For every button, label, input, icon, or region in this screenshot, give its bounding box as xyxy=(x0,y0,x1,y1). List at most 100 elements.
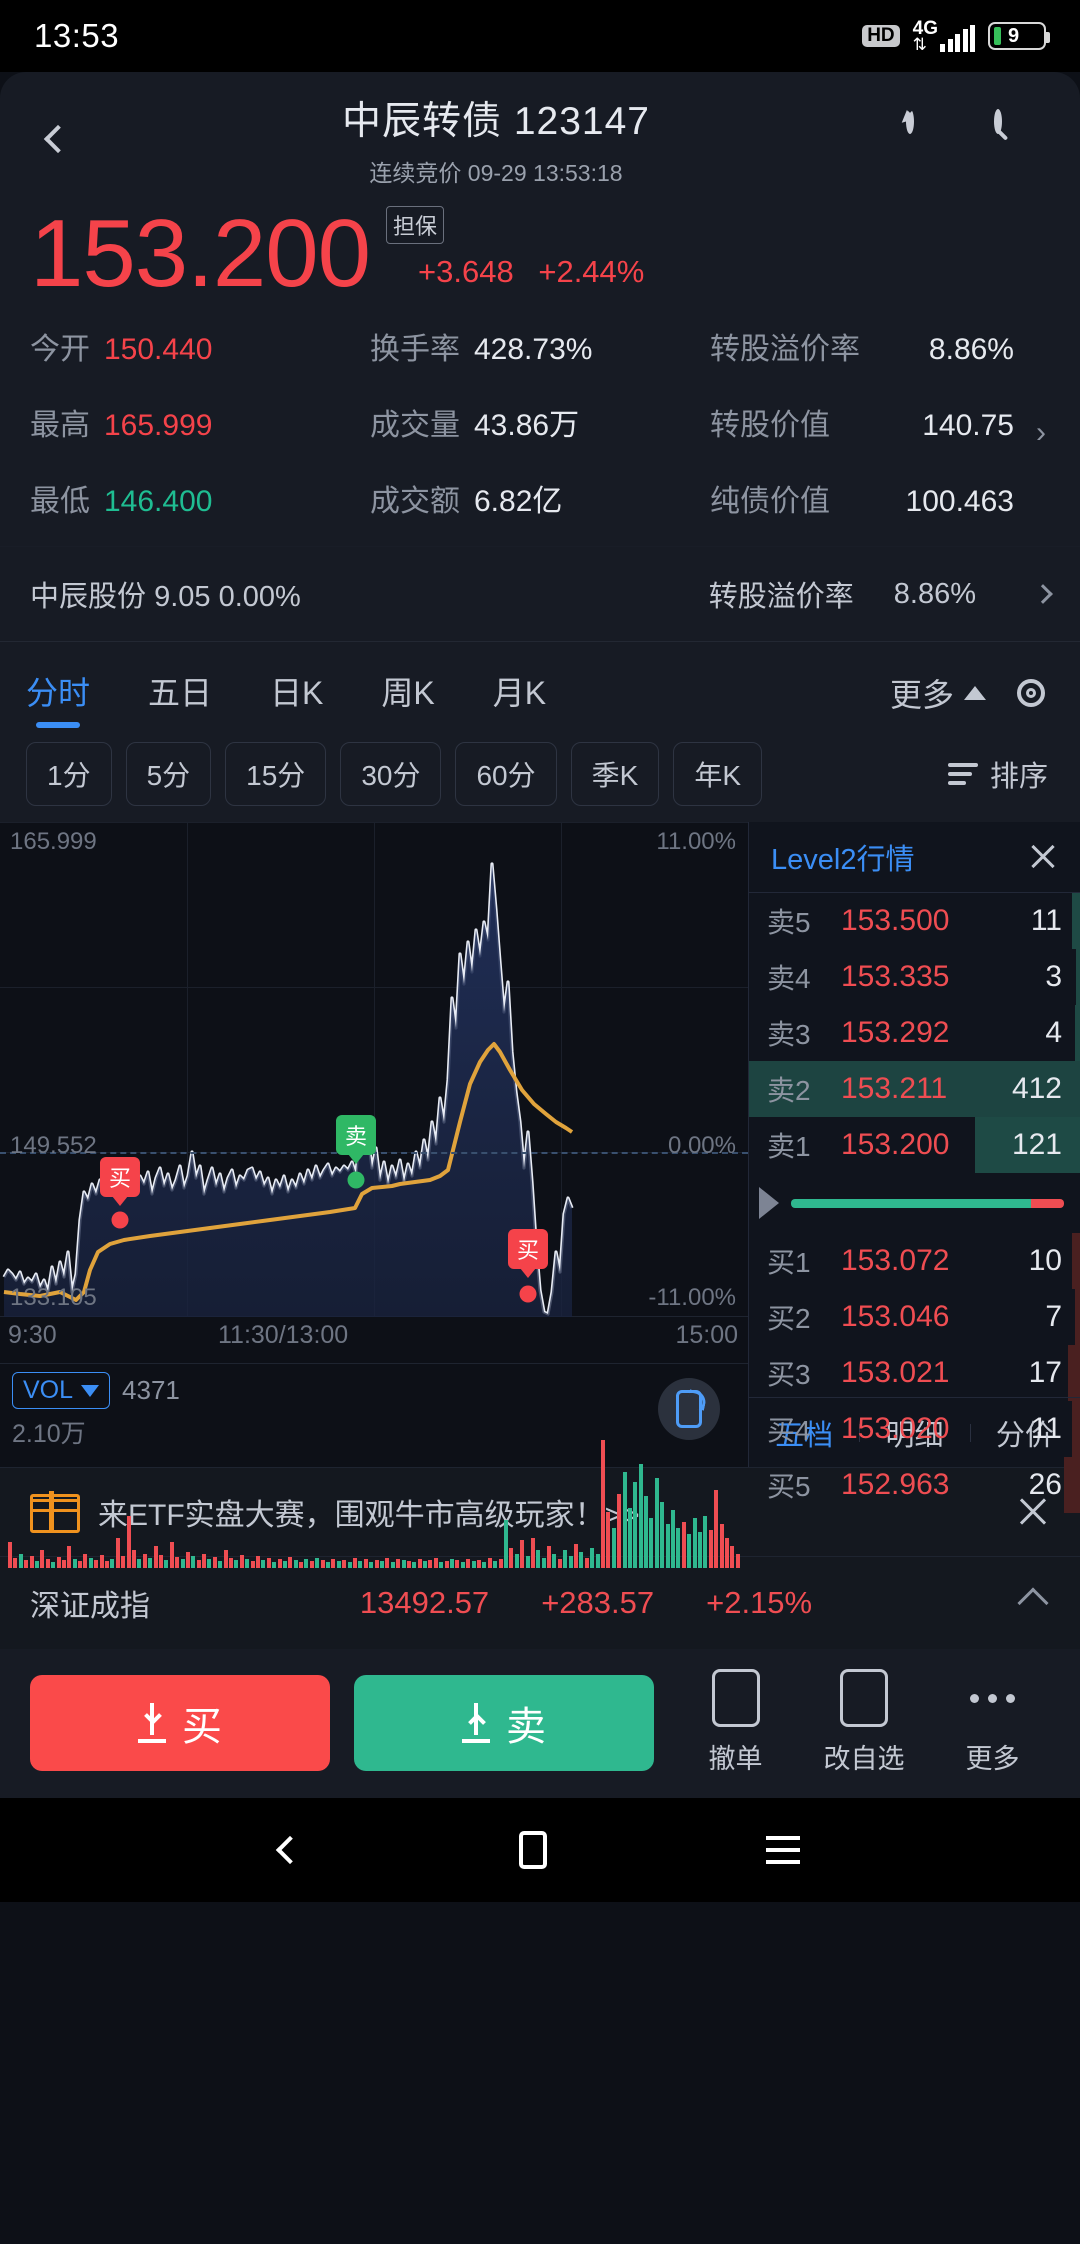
related-stock-price: 9.05 xyxy=(154,581,211,613)
level2-tab-price-distribution[interactable]: 分价 xyxy=(969,1412,1080,1454)
page-subtitle: 连续竞价 09-29 13:53:18 xyxy=(369,160,623,186)
close-icon[interactable] xyxy=(1028,842,1058,872)
search-button[interactable] xyxy=(994,109,1046,165)
edit-watchlist-button[interactable]: 改自选 xyxy=(824,1669,905,1776)
orderbook-bid-row-4[interactable]: 买4 153.020 11 xyxy=(749,1401,1080,1457)
volume-bar xyxy=(476,1560,481,1568)
volume-pane[interactable]: VOL 4371 2.10万 xyxy=(0,1363,748,1568)
volume-bar xyxy=(1072,1401,1080,1457)
tab-monthly-k[interactable]: 月K xyxy=(492,675,547,711)
play-triangle-icon[interactable] xyxy=(759,1187,779,1219)
chart-marker-dot-buy-2 xyxy=(519,1285,537,1303)
orderbook-ask-row-4[interactable]: 卖4 153.335 3 xyxy=(749,949,1080,1005)
volume-bar xyxy=(250,1561,255,1568)
metric-low: 最低 146.400 xyxy=(30,476,370,520)
chart-settings-button[interactable] xyxy=(1012,674,1050,712)
tab-daily-k[interactable]: 日K xyxy=(270,675,324,711)
buy-button[interactable]: 买 xyxy=(30,1674,330,1771)
volume-bar xyxy=(708,1530,713,1568)
price-pane[interactable]: 165.999 11.00% 149.552 0.00% 133.105 -11… xyxy=(0,822,748,1317)
orderbook-bid-row-1[interactable]: 买1 153.072 10 xyxy=(749,1233,1080,1289)
metrics-expand-chevron-icon[interactable]: › xyxy=(1036,416,1046,449)
volume-bar xyxy=(78,1561,83,1568)
chip-30min[interactable]: 30分 xyxy=(340,742,442,806)
bid-label: 买2 xyxy=(767,1303,811,1334)
orderbook-ask-row-5[interactable]: 卖5 153.500 11 xyxy=(749,893,1080,949)
orderbook-bid-row-3[interactable]: 买3 153.021 17 xyxy=(749,1345,1080,1401)
level2-tab-five-levels[interactable]: 五档 xyxy=(775,1419,834,1452)
nav-back-icon[interactable] xyxy=(275,1835,304,1865)
related-stock-row[interactable]: 中辰股份 9.05 0.00% 转股溢价率 8.86% xyxy=(0,547,1080,641)
chip-quarter-k[interactable]: 季K xyxy=(570,742,660,806)
volume-bar xyxy=(261,1560,266,1568)
price-change-row: +3.648 +2.44% xyxy=(418,254,660,290)
volume-bar xyxy=(239,1555,244,1568)
nav-home-icon[interactable] xyxy=(518,1831,547,1869)
chip-5min[interactable]: 5分 xyxy=(125,742,212,806)
chip-15min[interactable]: 15分 xyxy=(225,742,327,806)
sell-button[interactable]: 卖 xyxy=(354,1674,654,1771)
metric-label: 换手率 xyxy=(370,333,460,366)
volume-bar xyxy=(638,1464,643,1568)
level2-tab-detail[interactable]: 明细 xyxy=(859,1412,969,1454)
chevron-up-icon[interactable] xyxy=(1017,1587,1049,1619)
tab-five-day[interactable]: 五日 xyxy=(148,675,213,711)
sort-label: 排序 xyxy=(989,761,1048,793)
price-change-pct: +2.44% xyxy=(538,254,645,289)
orderbook-bid-row-2[interactable]: 买2 153.046 7 xyxy=(749,1289,1080,1345)
rotate-screen-button[interactable] xyxy=(658,1378,720,1440)
nav-menu-icon[interactable] xyxy=(766,1836,801,1864)
volume-bar xyxy=(681,1522,686,1568)
tab-fenshi[interactable]: 分时 xyxy=(26,658,90,728)
volume-bar xyxy=(282,1561,287,1568)
volume-bar xyxy=(714,1490,719,1568)
orderbook-ask-row-2[interactable]: 卖2 153.211 412 xyxy=(749,1061,1080,1117)
orderbook-bid-row-5[interactable]: 买5 152.963 26 xyxy=(749,1457,1080,1513)
refresh-button[interactable] xyxy=(906,109,958,165)
volume-bar xyxy=(617,1494,622,1568)
orderbook-ask-row-1[interactable]: 卖1 153.200 121 xyxy=(749,1117,1080,1173)
chip-60min[interactable]: 60分 xyxy=(455,742,557,806)
tab-weekly-k[interactable]: 周K xyxy=(381,675,435,711)
volume-indicator-selector[interactable]: VOL xyxy=(12,1372,111,1409)
promo-banner[interactable]: 来ETF实盘大赛，围观牛市高级玩家！>> xyxy=(0,1467,1080,1556)
data-arrows-icon: ⇅ xyxy=(912,35,927,54)
back-button[interactable] xyxy=(30,111,86,167)
chip-1min[interactable]: 1分 xyxy=(26,742,112,806)
metric-turnover: 换手率 428.73% xyxy=(370,324,710,368)
volume-bar xyxy=(374,1560,379,1568)
volume-bar xyxy=(326,1562,331,1568)
volume-bar xyxy=(584,1558,589,1568)
volume-bar xyxy=(568,1556,573,1568)
volume-bar xyxy=(99,1555,104,1568)
last-price: 153.200 xyxy=(30,200,371,307)
volume-bar xyxy=(644,1496,649,1568)
sort-button[interactable]: 排序 xyxy=(947,753,1054,795)
ask-qty: 412 xyxy=(1011,1072,1062,1105)
tab-more-button[interactable]: 更多 xyxy=(890,670,986,716)
chart-tab-bar: 分时 五日 日K 周K 月K 更多 xyxy=(0,641,1080,728)
volume-bar xyxy=(8,1542,12,1568)
volume-bar xyxy=(1075,1005,1080,1061)
volume-bar xyxy=(293,1560,298,1568)
metric-value: 8.86% xyxy=(928,333,1014,366)
volume-bar xyxy=(525,1556,530,1568)
cancel-order-button[interactable]: 撤单 xyxy=(709,1669,763,1776)
more-button[interactable]: 更多 xyxy=(966,1669,1020,1776)
chip-year-k[interactable]: 年K xyxy=(673,742,762,806)
orderbook-ask-row-3[interactable]: 卖3 153.292 4 xyxy=(749,1005,1080,1061)
ask-price: 153.211 xyxy=(841,1072,948,1105)
volume-bar xyxy=(412,1562,417,1568)
market-index-bar[interactable]: 深证成指 13492.57 +283.57 +2.15% xyxy=(0,1556,1080,1649)
volume-bar xyxy=(460,1562,465,1568)
intraday-chart[interactable]: 165.999 11.00% 149.552 0.00% 133.105 -11… xyxy=(0,822,748,1568)
metrics-grid: 今开 150.440 换手率 428.73% 转股溢价率 8.86% 最高 16… xyxy=(30,324,1050,546)
cancel-order-label: 撤单 xyxy=(708,1744,763,1774)
volume-bar xyxy=(315,1558,320,1568)
related-premium-label: 转股溢价率 xyxy=(708,581,854,613)
level2-title: Level2行情 xyxy=(771,844,915,876)
chevron-right-icon xyxy=(1033,584,1053,604)
volume-bar xyxy=(196,1560,201,1568)
volume-bars xyxy=(0,1418,748,1568)
volume-bar xyxy=(735,1554,740,1568)
